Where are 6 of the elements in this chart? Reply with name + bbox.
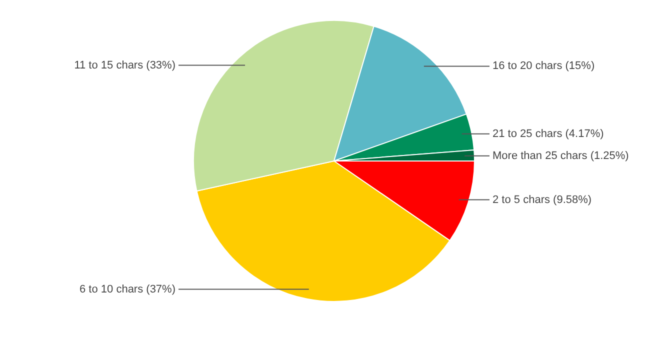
- slice-label: 21 to 25 chars (4.17%): [492, 128, 604, 140]
- slice-label: 11 to 15 chars (33%): [74, 59, 176, 72]
- slice-label: More than 25 chars (1.25%): [492, 150, 629, 162]
- slice-label: 6 to 10 chars (37%): [80, 283, 176, 296]
- slice-label: 2 to 5 chars (9.58%): [492, 194, 592, 206]
- slice-label: 16 to 20 chars (15%): [492, 60, 595, 72]
